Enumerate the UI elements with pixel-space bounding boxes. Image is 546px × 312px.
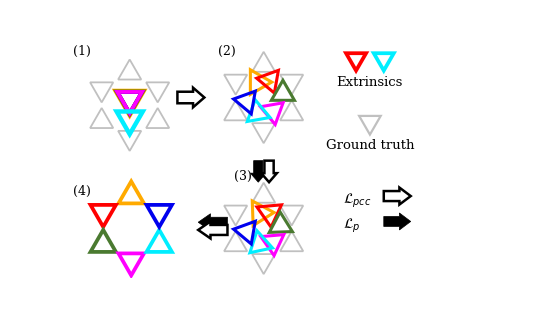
Text: (1): (1) xyxy=(74,45,91,58)
Polygon shape xyxy=(198,222,228,238)
Text: $\mathcal{L}_{pcc}$: $\mathcal{L}_{pcc}$ xyxy=(343,192,371,210)
Text: (4): (4) xyxy=(74,185,91,198)
Polygon shape xyxy=(384,213,411,230)
Polygon shape xyxy=(198,214,228,231)
Text: (2): (2) xyxy=(218,45,236,58)
Text: (3): (3) xyxy=(234,170,252,183)
Polygon shape xyxy=(177,88,204,107)
Polygon shape xyxy=(251,161,266,182)
Text: $\mathcal{L}_{p}$: $\mathcal{L}_{p}$ xyxy=(343,217,360,235)
Text: Extrinsics: Extrinsics xyxy=(337,76,403,89)
Polygon shape xyxy=(384,188,411,205)
Polygon shape xyxy=(261,161,277,182)
Text: Ground truth: Ground truth xyxy=(325,139,414,152)
